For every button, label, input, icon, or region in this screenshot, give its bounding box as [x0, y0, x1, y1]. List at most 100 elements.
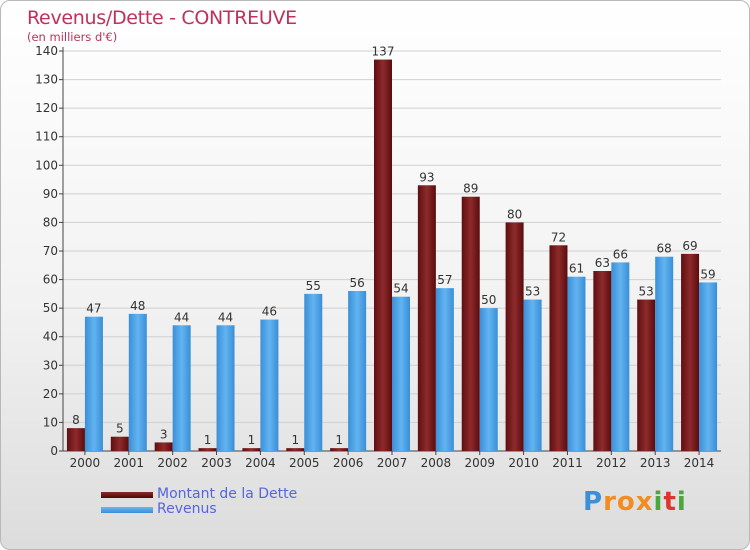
y-tick-label: 100	[35, 158, 58, 172]
y-tick-label: 80	[43, 215, 58, 229]
bar-debt	[242, 448, 261, 451]
x-tick-label: 2013	[640, 456, 671, 470]
logo-letter: o	[616, 487, 636, 517]
proxiti-logo: Proxiti	[583, 487, 687, 517]
data-label-debt: 69	[682, 239, 697, 253]
x-tick-label: 2004	[245, 456, 276, 470]
x-tick-label: 2011	[552, 456, 583, 470]
data-label-debt: 3	[160, 427, 168, 441]
y-tick-label: 10	[43, 415, 58, 429]
x-tick-label: 2001	[114, 456, 145, 470]
data-label-revenus: 59	[700, 267, 715, 281]
data-label-revenus: 56	[349, 276, 364, 290]
x-tick-label: 2008	[421, 456, 452, 470]
bar-revenus	[392, 296, 410, 451]
legend-item-revenus: Revenus	[101, 502, 297, 517]
y-tick-label: 90	[43, 187, 58, 201]
data-label-debt: 72	[551, 230, 566, 244]
data-label-revenus: 68	[657, 242, 672, 256]
bar-revenus	[84, 316, 103, 451]
bar-debt	[681, 253, 700, 451]
bar-debt	[110, 436, 129, 451]
bar-debt	[549, 245, 568, 451]
bar-debt	[154, 442, 173, 451]
x-tick-label: 2003	[201, 456, 232, 470]
data-label-revenus: 46	[262, 305, 277, 319]
bar-revenus	[479, 308, 498, 451]
x-tick-label: 2009	[464, 456, 495, 470]
data-label-debt: 93	[419, 170, 434, 184]
data-label-revenus: 54	[393, 282, 408, 296]
x-tick-label: 2000	[70, 456, 101, 470]
data-label-revenus: 48	[130, 299, 145, 313]
bar-revenus	[435, 288, 454, 451]
legend-swatch-revenus	[101, 506, 153, 513]
y-tick-label: 120	[35, 101, 58, 115]
bar-debt	[417, 185, 436, 452]
legend-item-debt: Montant de la Dette	[101, 487, 297, 502]
data-label-revenus: 66	[613, 247, 628, 261]
bar-revenus	[260, 319, 279, 451]
data-label-debt: 8	[72, 413, 80, 427]
y-tick-label: 40	[43, 330, 58, 344]
data-label-debt: 137	[372, 45, 395, 59]
data-label-debt: 63	[595, 256, 610, 270]
legend-swatch-debt	[101, 491, 153, 498]
bar-revenus	[216, 325, 235, 451]
bar-debt	[505, 222, 524, 451]
data-label-revenus: 50	[481, 293, 496, 307]
bar-revenus	[128, 313, 147, 451]
logo-letter: i	[676, 487, 687, 517]
legend-label-debt: Montant de la Dette	[157, 486, 298, 502]
data-label-debt: 5	[116, 422, 124, 436]
bar-revenus	[611, 262, 630, 451]
data-label-debt: 1	[335, 433, 343, 447]
logo-letter: P	[583, 487, 604, 517]
data-label-revenus: 55	[306, 279, 321, 293]
bar-debt	[637, 299, 656, 451]
y-tick-label: 60	[43, 273, 58, 287]
bar-revenus	[699, 282, 718, 451]
bar-revenus	[523, 299, 542, 451]
bar-debt	[198, 448, 217, 451]
data-label-revenus: 61	[569, 262, 584, 276]
bar-revenus	[567, 276, 586, 451]
bar-debt	[374, 59, 392, 451]
y-tick-label: 0	[50, 444, 58, 458]
y-tick-label: 110	[35, 130, 58, 144]
bar-debt	[461, 196, 480, 451]
data-label-debt: 53	[639, 285, 654, 299]
x-tick-label: 2005	[289, 456, 320, 470]
bar-revenus	[304, 293, 323, 451]
x-tick-label: 2007	[377, 456, 408, 470]
logo-letter: t	[663, 487, 677, 517]
legend-label-revenus: Revenus	[157, 501, 217, 517]
bar-revenus	[172, 325, 191, 451]
bar-debt	[330, 448, 349, 451]
bar-revenus	[348, 291, 367, 451]
x-tick-label: 2002	[157, 456, 188, 470]
bar-revenus	[655, 256, 674, 451]
x-tick-label: 2006	[333, 456, 364, 470]
y-tick-label: 140	[35, 44, 58, 58]
bar-debt	[286, 448, 305, 451]
logo-letter: x	[635, 487, 654, 517]
chart-subtitle: (en milliers d'€)	[27, 30, 118, 44]
logo-letter: r	[603, 487, 617, 517]
y-tick-label: 30	[43, 358, 58, 372]
x-tick-label: 2012	[596, 456, 627, 470]
chart-title: Revenus/Dette - CONTREUVE	[27, 7, 297, 29]
logo-letter: i	[653, 487, 664, 517]
x-tick-label: 2014	[684, 456, 715, 470]
data-label-revenus: 57	[437, 273, 452, 287]
data-label-debt: 1	[248, 433, 256, 447]
data-label-debt: 80	[507, 207, 522, 221]
legend: Montant de la Dette Revenus	[101, 487, 297, 517]
bar-debt	[593, 271, 612, 451]
data-label-revenus: 53	[525, 285, 540, 299]
x-tick-label: 2010	[508, 456, 539, 470]
data-label-revenus: 47	[86, 302, 101, 316]
data-label-revenus: 44	[218, 310, 233, 324]
